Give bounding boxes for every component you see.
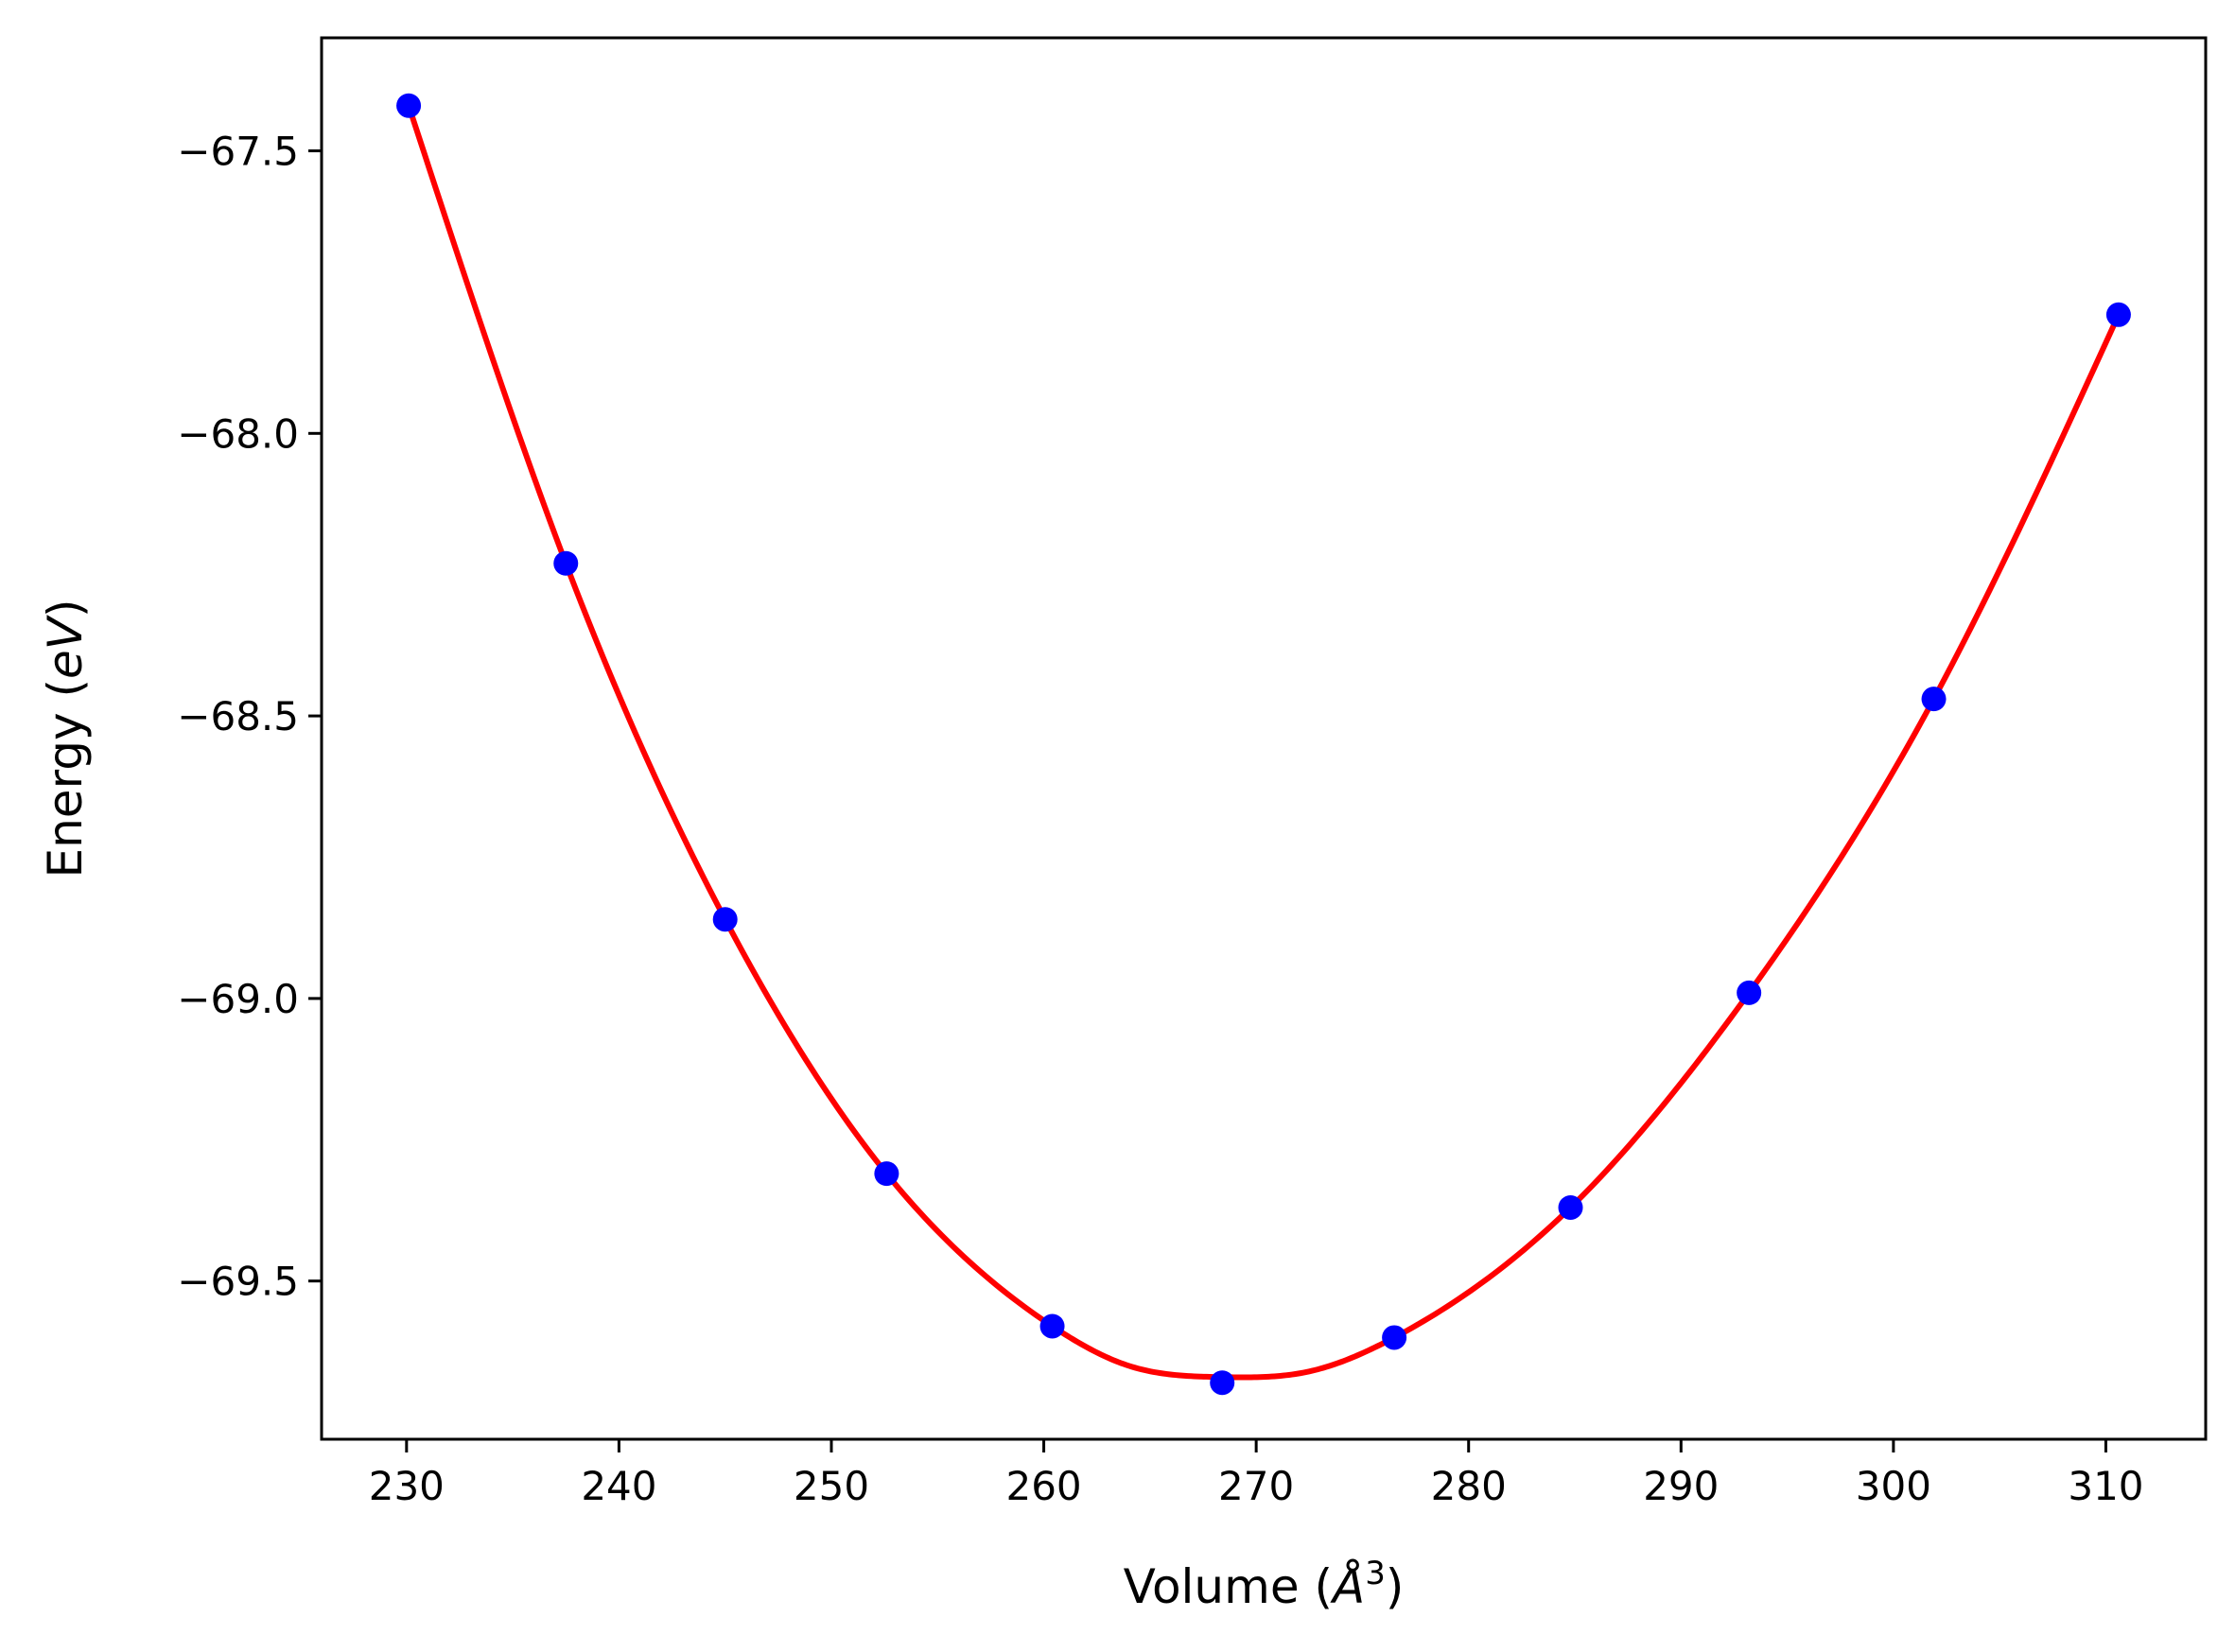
y-tick-label: −69.0 [177,976,299,1022]
data-point [874,1161,899,1187]
x-tick-label: 260 [1005,1463,1081,1509]
y-axis-label: Energy (eV) [38,600,93,878]
x-axis-ticks: 230 240 250 260 270 280 290 300 310 [369,1439,2144,1509]
data-point [1382,1325,1407,1350]
data-point [2105,302,2131,327]
data-point [553,550,579,576]
x-tick-label: 240 [581,1463,656,1509]
y-tick-label: −67.5 [177,129,299,175]
y-tick-label: −68.0 [177,410,299,457]
x-tick-label: 290 [1643,1463,1719,1509]
data-point [712,907,738,932]
plot-frame [320,36,2208,1441]
x-tick-label: 310 [2068,1463,2143,1509]
y-axis-ticks: −67.5 −68.0 −68.5 −69.0 −69.5 [177,129,322,1305]
x-tick-label: 250 [794,1463,869,1509]
data-point [396,93,422,118]
x-tick-label: 230 [369,1463,445,1509]
data-point [1558,1194,1583,1220]
y-tick-label: −69.5 [177,1259,299,1305]
plot-layer [396,93,2131,1396]
x-tick-label: 270 [1218,1463,1294,1509]
y-tick-label: −68.5 [177,693,299,739]
data-point [1039,1313,1065,1339]
x-tick-label: 300 [1856,1463,1931,1509]
x-axis-label: Volume (Å3) [1124,1555,1405,1614]
data-point [1737,980,1762,1005]
data-point [1210,1370,1235,1396]
x-tick-label: 280 [1431,1463,1507,1509]
data-point [1921,687,1947,712]
